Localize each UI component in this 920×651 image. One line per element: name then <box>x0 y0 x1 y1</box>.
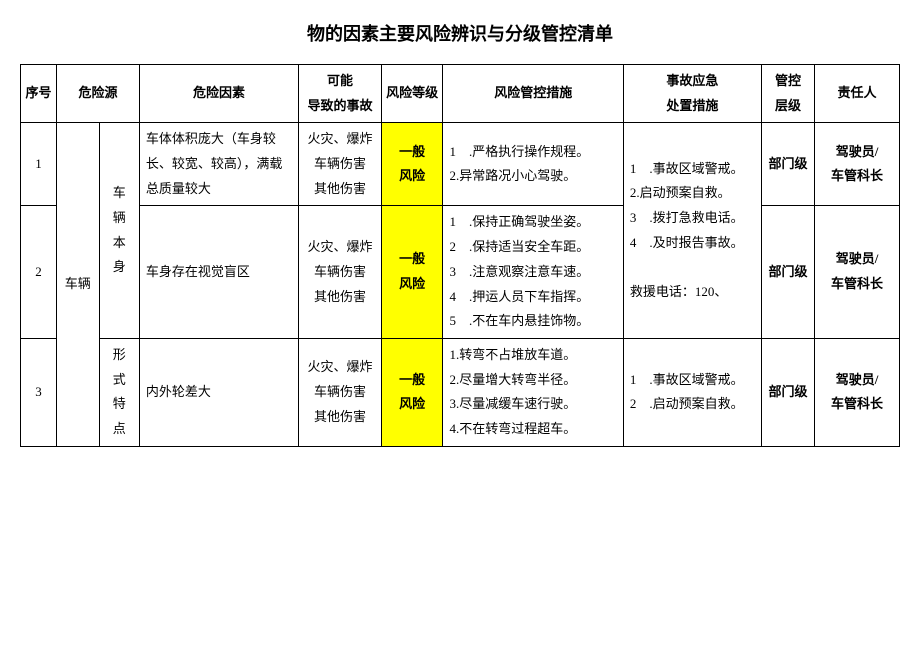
cell-resp: 驾驶员/车管科长 <box>815 206 900 338</box>
cell-ctrl: 部门级 <box>761 123 814 206</box>
cell-ctrl: 部门级 <box>761 206 814 338</box>
page-title: 物的因素主要风险辨识与分级管控清单 <box>20 20 900 46</box>
th-accident: 可能导致的事故 <box>299 65 382 123</box>
cell-resp: 驾驶员/车管科长 <box>815 338 900 446</box>
cell-emergency-block: 1 .事故区域警戒。2.启动预案自救。3 .拨打急救电话。4 .及时报告事故。救… <box>623 123 761 339</box>
cell-category2: 形式特点 <box>99 338 139 446</box>
cell-category1: 车辆本身 <box>99 123 139 339</box>
cell-seq: 1 <box>21 123 57 206</box>
cell-level: 一般风险 <box>381 206 443 338</box>
cell-seq: 3 <box>21 338 57 446</box>
table-row: 2 车身存在视觉盲区 火灾、爆炸车辆伤害其他伤害 一般风险 1 .保持正确驾驶坐… <box>21 206 900 338</box>
cell-accident: 火灾、爆炸车辆伤害其他伤害 <box>299 206 382 338</box>
th-seq: 序号 <box>21 65 57 123</box>
cell-factor: 车身存在视觉盲区 <box>139 206 298 338</box>
cell-accident: 火灾、爆炸车辆伤害其他伤害 <box>299 123 382 206</box>
document-page: 物的因素主要风险辨识与分级管控清单 序号 危险源 危险因素 可能导致的事故 风险… <box>20 20 900 447</box>
table-header-row: 序号 危险源 危险因素 可能导致的事故 风险等级 风险管控措施 事故应急处置措施… <box>21 65 900 123</box>
th-emergency: 事故应急处置措施 <box>623 65 761 123</box>
cell-emergency: 1 .事故区域警戒。2 .启动预案自救。 <box>623 338 761 446</box>
cell-factor: 内外轮差大 <box>139 338 298 446</box>
th-measures: 风险管控措施 <box>443 65 623 123</box>
cell-ctrl: 部门级 <box>761 338 814 446</box>
th-source: 危险源 <box>57 65 140 123</box>
risk-table: 序号 危险源 危险因素 可能导致的事故 风险等级 风险管控措施 事故应急处置措施… <box>20 64 900 447</box>
table-row: 3 形式特点 内外轮差大 火灾、爆炸车辆伤害其他伤害 一般风险 1.转弯不占堆放… <box>21 338 900 446</box>
th-ctrl: 管控层级 <box>761 65 814 123</box>
cell-measures: 1.转弯不占堆放车道。2.尽量增大转弯半径。3.尽量减缓车速行驶。4.不在转弯过… <box>443 338 623 446</box>
cell-seq: 2 <box>21 206 57 338</box>
cell-measures: 1 .保持正确驾驶坐姿。2 .保持适当安全车距。3 .注意观察注意车速。4 .押… <box>443 206 623 338</box>
table-row: 1 车辆 车辆本身 车体体积庞大（车身较长、较宽、较高），满载总质量较大 火灾、… <box>21 123 900 206</box>
cell-level: 一般风险 <box>381 123 443 206</box>
th-level: 风险等级 <box>381 65 443 123</box>
th-factor: 危险因素 <box>139 65 298 123</box>
cell-factor: 车体体积庞大（车身较长、较宽、较高），满载总质量较大 <box>139 123 298 206</box>
cell-source: 车辆 <box>57 123 99 446</box>
th-resp: 责任人 <box>815 65 900 123</box>
cell-level: 一般风险 <box>381 338 443 446</box>
cell-accident: 火灾、爆炸车辆伤害其他伤害 <box>299 338 382 446</box>
cell-resp: 驾驶员/车管科长 <box>815 123 900 206</box>
cell-measures: 1 .严格执行操作规程。2.异常路况小心驾驶。 <box>443 123 623 206</box>
